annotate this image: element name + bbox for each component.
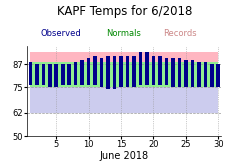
Text: Observed: Observed xyxy=(40,29,81,38)
Bar xyxy=(125,56,129,87)
Bar xyxy=(61,64,64,85)
Bar xyxy=(158,56,161,85)
Bar xyxy=(209,64,213,87)
Bar xyxy=(41,64,45,85)
Bar xyxy=(196,62,200,87)
Bar xyxy=(112,56,116,89)
Bar xyxy=(119,56,122,87)
Bar xyxy=(164,58,167,85)
Bar xyxy=(28,62,32,85)
Bar xyxy=(93,56,97,85)
Bar xyxy=(144,52,148,85)
Bar xyxy=(132,56,135,87)
Bar xyxy=(106,56,109,89)
Bar xyxy=(67,64,71,85)
Bar xyxy=(99,58,103,87)
X-axis label: June 2018: June 2018 xyxy=(99,151,148,161)
Bar xyxy=(183,60,187,87)
Bar xyxy=(74,62,77,85)
Text: Records: Records xyxy=(162,29,196,38)
Bar xyxy=(80,60,84,85)
Bar xyxy=(48,64,51,87)
Bar xyxy=(54,64,58,87)
Bar xyxy=(35,64,38,85)
Bar xyxy=(151,56,155,85)
Bar xyxy=(177,58,180,87)
Bar xyxy=(216,64,219,87)
Bar xyxy=(170,58,174,87)
Text: KAPF Temps for 6/2018: KAPF Temps for 6/2018 xyxy=(56,5,191,18)
Bar xyxy=(86,58,90,85)
Text: Normals: Normals xyxy=(106,29,140,38)
Bar xyxy=(202,62,206,87)
Bar xyxy=(138,52,142,85)
Bar xyxy=(190,60,193,87)
